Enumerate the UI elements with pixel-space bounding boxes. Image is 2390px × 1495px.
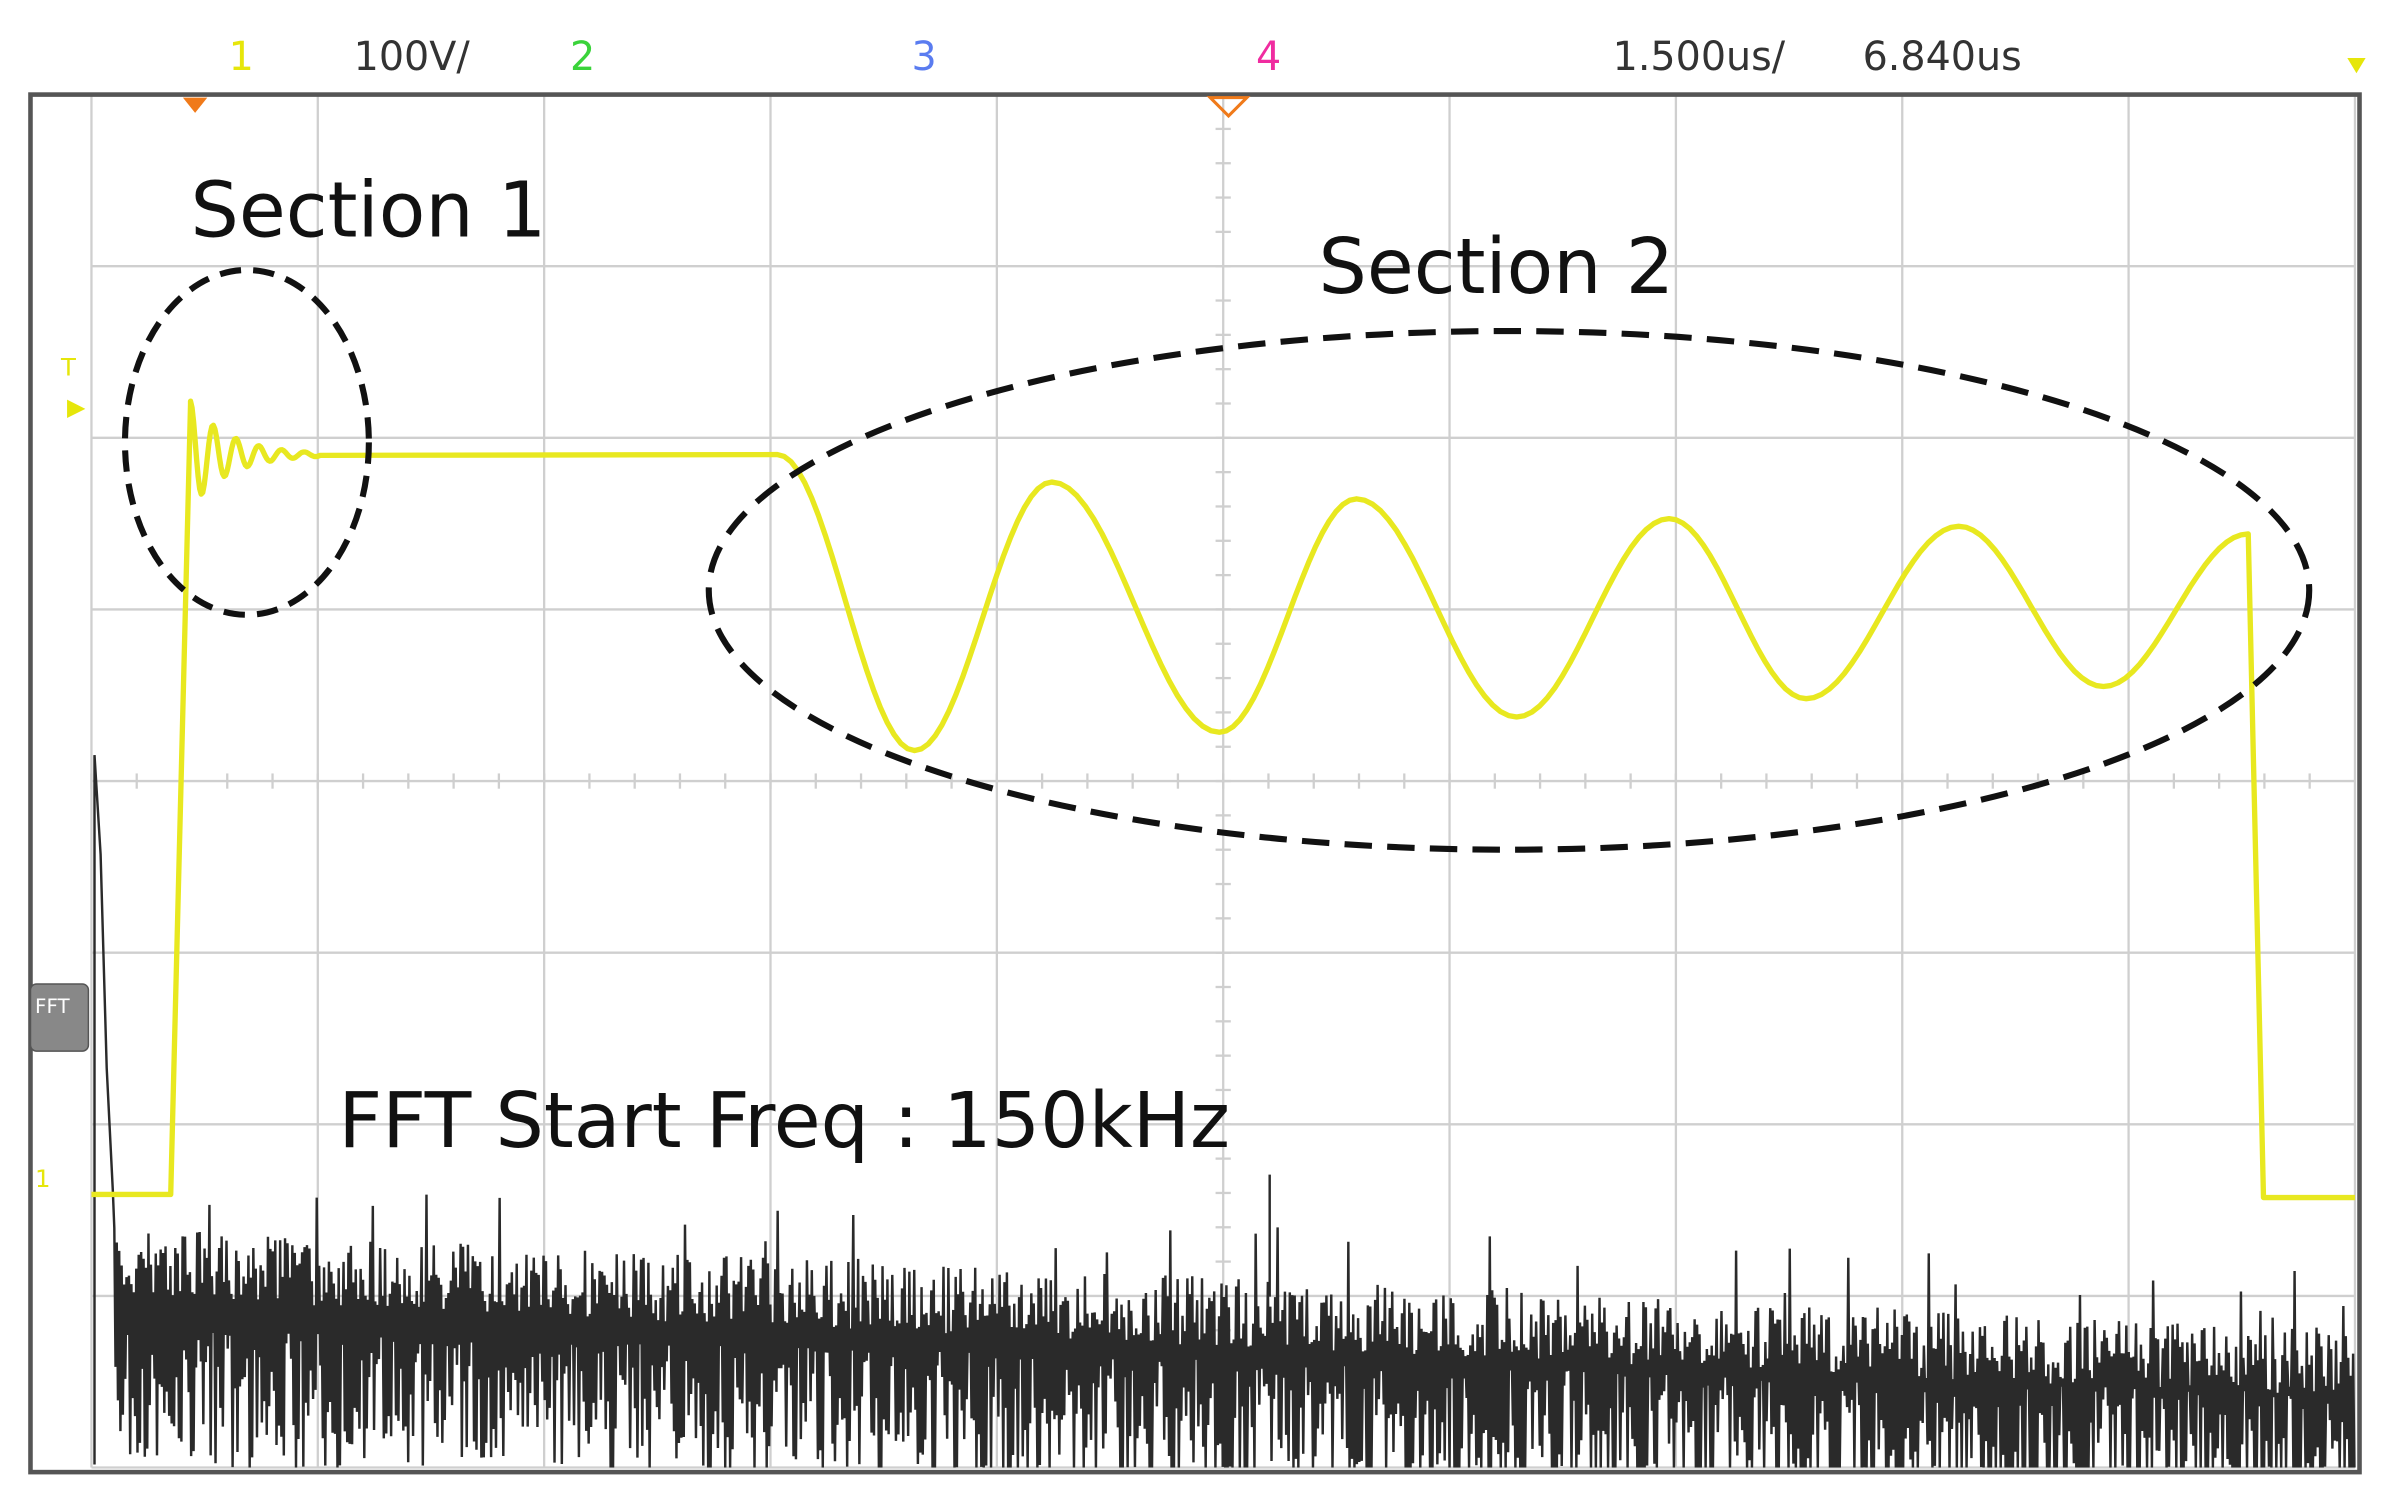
- fft-badge: [29, 983, 90, 1052]
- ch1-trace: [91, 398, 2355, 1201]
- trigger-marker: T: [60, 352, 76, 381]
- trigger-pos-marker: [1206, 96, 1251, 119]
- fft-trace: [93, 755, 2356, 1468]
- section2-label: Section 2: [1318, 222, 1674, 311]
- volts-per-div: 100V/: [354, 34, 471, 80]
- trigger-arrow: [67, 399, 86, 418]
- ch1-pos-marker: [182, 97, 208, 113]
- fft-badge-text: FFT: [35, 995, 70, 1018]
- ch3-label: 3: [911, 34, 936, 80]
- time-per-div: 1.500us/: [1613, 34, 1786, 80]
- fft-note: FFT Start Freq : 150kHz: [338, 1076, 1230, 1165]
- section2-ellipse: [705, 327, 2313, 853]
- section1-label: Section 1: [191, 165, 547, 254]
- corner-marker: [2347, 57, 2366, 74]
- grid: [90, 93, 2357, 1469]
- screen-border: [28, 92, 2362, 1475]
- ch1-label: 1: [229, 34, 254, 80]
- ch1-ground-marker: 1: [35, 1164, 51, 1193]
- time-offset: 6.840us: [1863, 34, 2022, 80]
- section1-ellipse: [121, 266, 372, 618]
- ch2-label: 2: [570, 34, 595, 80]
- ch4-label: 4: [1256, 34, 1281, 80]
